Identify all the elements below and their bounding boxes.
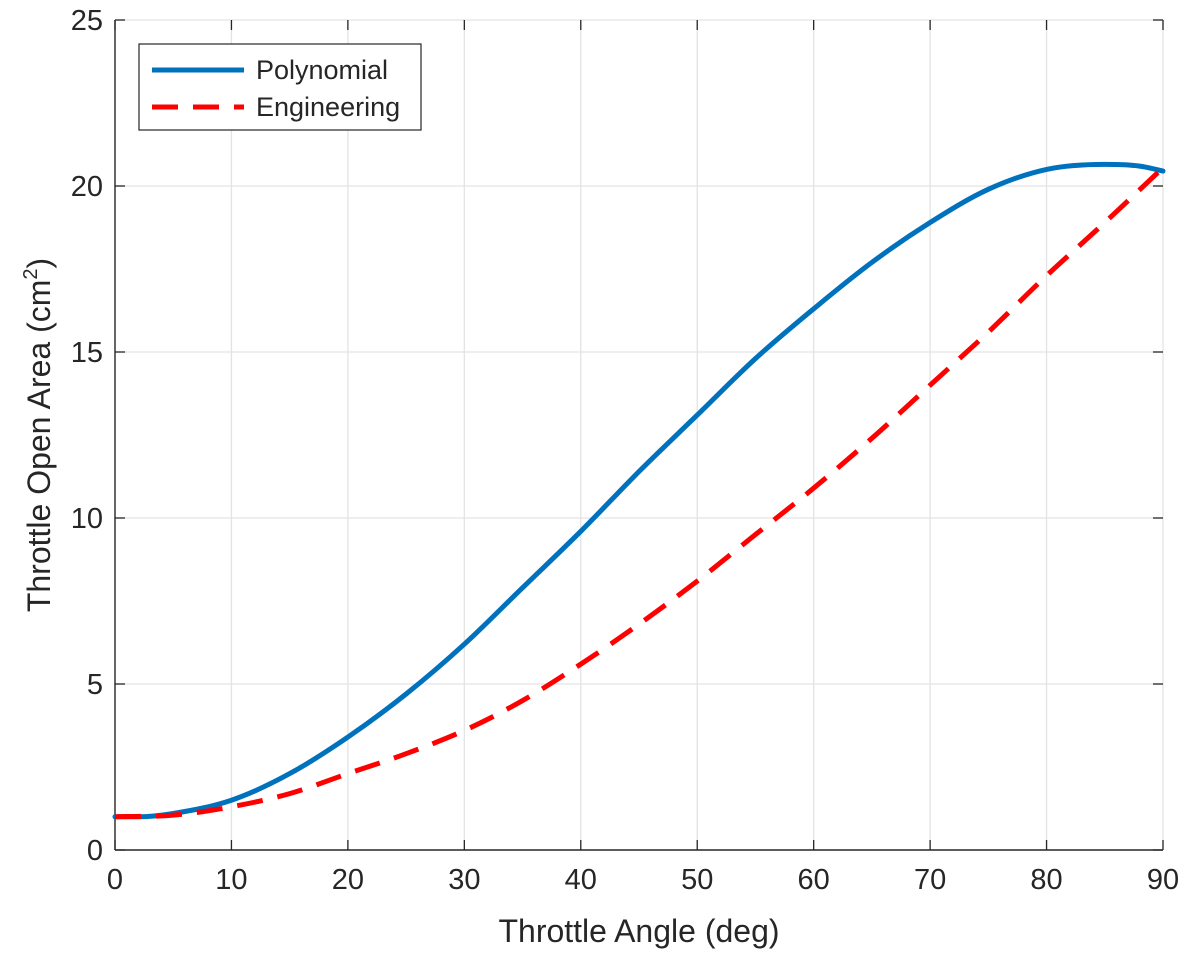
y-tick-label: 20	[71, 171, 103, 203]
series-line-polynomial	[112, 161, 1166, 820]
legend: Polynomial Engineering	[138, 43, 422, 131]
axes	[114, 19, 1164, 851]
tick-labels: 0 10 20 30 40 50 60 70 80 90 0 5 10 15 20 25	[71, 5, 1179, 896]
y-tick-label: 0	[87, 835, 103, 867]
x-tick-label: 70	[914, 864, 946, 896]
x-tick-label: 0	[107, 864, 123, 896]
x-tick-label: 50	[681, 864, 713, 896]
x-tick-label: 60	[798, 864, 830, 896]
x-tick-label: 40	[565, 864, 597, 896]
series-line-engineering	[114, 165, 1165, 820]
x-tick-label: 30	[448, 864, 480, 896]
x-tick-label: 90	[1147, 864, 1179, 896]
legend-label-polynomial: Polynomial	[256, 55, 388, 85]
series-lines	[112, 161, 1166, 820]
y-tick-label: 10	[71, 503, 103, 535]
y-tick-label: 25	[71, 5, 103, 37]
y-tick-label: 5	[87, 669, 103, 701]
y-axis-title-main: Throttle Open Area (cm	[21, 280, 57, 613]
y-axis-title-superscript: 2	[20, 268, 42, 279]
x-axis-title: Throttle Angle (deg)	[498, 913, 779, 949]
legend-box	[138, 43, 422, 131]
y-tick-label: 15	[71, 337, 103, 369]
legend-label-engineering: Engineering	[256, 92, 400, 122]
x-tick-label: 80	[1030, 864, 1062, 896]
y-axis-title: Throttle Open Area (cm2)	[20, 258, 57, 612]
y-axis-title-end: )	[21, 258, 57, 269]
x-tick-label: 10	[215, 864, 247, 896]
x-tick-label: 20	[332, 864, 364, 896]
grid	[115, 19, 1164, 850]
